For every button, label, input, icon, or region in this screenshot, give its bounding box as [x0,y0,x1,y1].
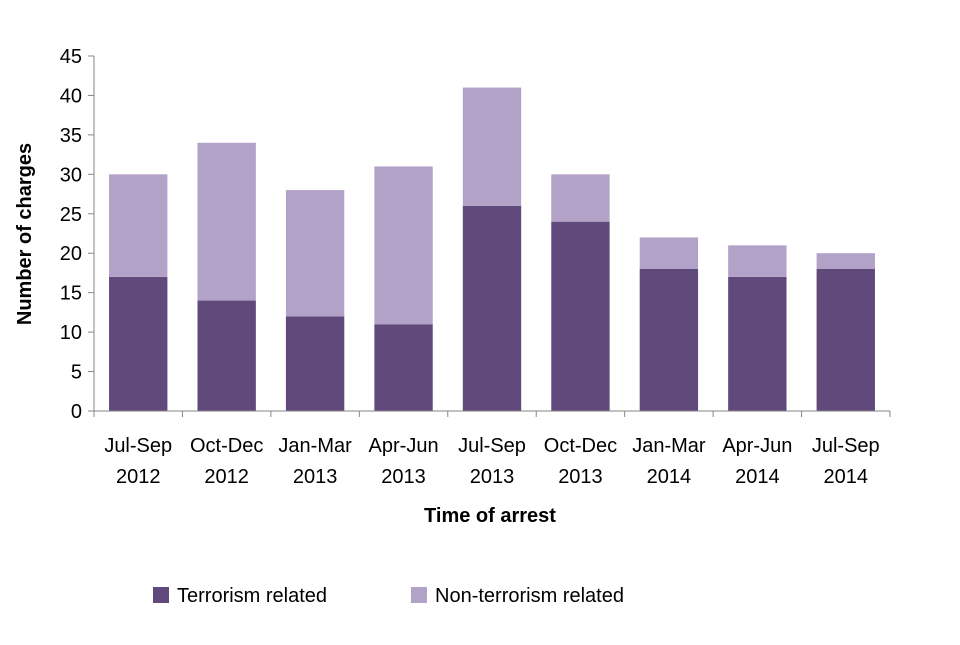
x-tick-label: 2014 [824,466,869,488]
bar-non-terrorism-related [374,166,433,325]
x-tick-label: Apr-Jun [722,435,792,457]
y-tick-label: 10 [60,322,82,344]
bar-terrorism-related [462,205,522,411]
bar-non-terrorism-related [109,174,168,277]
y-tick-label: 5 [71,362,82,384]
bar-non-terrorism-related [197,142,256,301]
bar-non-terrorism-related [816,253,875,269]
x-tick-label: 2013 [293,466,338,488]
legend-label-terrorism-related: Terrorism related [177,585,327,607]
legend-swatch-terrorism-related [153,587,169,603]
x-tick-label: 2012 [204,466,249,488]
x-axis-title: Time of arrest [424,505,556,527]
bar-terrorism-related [551,221,610,411]
x-tick-label: 2014 [647,466,692,488]
x-tick-label: Apr-Jun [369,435,439,457]
bar-non-terrorism-related [639,237,699,269]
bar-terrorism-related [197,300,256,411]
bar-terrorism-related [728,276,787,411]
y-axis-title: Number of charges [14,143,36,325]
y-tick-label: 45 [60,46,82,68]
legend-swatch-non-terrorism-related [411,587,427,603]
legend-label-non-terrorism-related: Non-terrorism related [435,585,624,607]
y-tick-label: 30 [60,164,82,186]
bar-terrorism-related [816,269,875,411]
y-tick-label: 20 [60,243,82,265]
axes-layer: 0 5 10 15 20 25 30 35 40 45 Jul-Sep 2012 Oct-Dec 2012… [60,46,891,488]
bar-terrorism-related [639,269,699,411]
bar-non-terrorism-related [285,190,345,317]
bar-terrorism-related [374,324,433,411]
x-tick-label: 2012 [116,466,161,488]
x-tick-label: Jul-Sep [812,435,880,457]
x-tick-label: Jul-Sep [104,435,172,457]
x-tick-label: Jul-Sep [458,435,526,457]
y-tick-label: 40 [60,85,82,107]
bar-terrorism-related [109,276,168,411]
bar-non-terrorism-related [462,87,522,206]
y-tick-label: 0 [71,401,82,423]
x-tick-label: Oct-Dec [544,435,617,457]
legend: Terrorism related Non-terrorism related [153,585,624,607]
y-tick-label: 25 [60,204,82,226]
x-tick-label: Jan-Mar [632,435,706,457]
y-tick-label: 15 [60,283,82,305]
x-tick-label: Jan-Mar [278,435,352,457]
y-tick-label: 35 [60,125,82,147]
x-tick-label: 2014 [735,466,780,488]
x-tick-label: Oct-Dec [190,435,263,457]
bar-terrorism-related [285,316,345,411]
bars-layer [109,87,875,411]
labels-layer: Time of arrest Number of charges [14,143,556,527]
x-tick-label: 2013 [381,466,426,488]
bar-non-terrorism-related [728,245,787,277]
x-tick-label: 2013 [470,466,515,488]
bar-non-terrorism-related [551,174,610,222]
x-tick-label: 2013 [558,466,603,488]
